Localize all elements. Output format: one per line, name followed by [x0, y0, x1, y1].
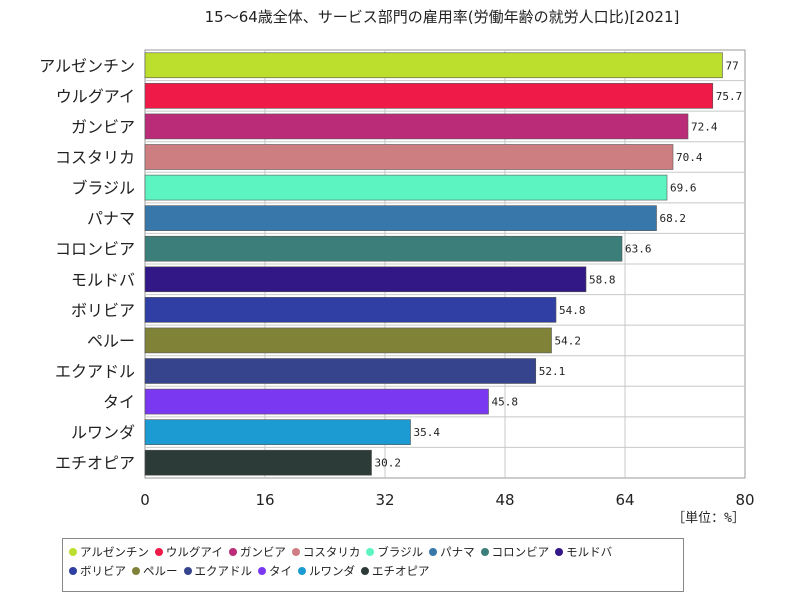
legend-label: アルゼンチン: [80, 545, 149, 559]
bar: [144, 113, 689, 140]
unit-label: ［単位：%］: [672, 510, 745, 526]
legend-swatch: [361, 567, 369, 575]
legend-label: ブラジル: [377, 545, 424, 559]
legend-item: ルワンダ: [298, 562, 355, 581]
bar: [144, 358, 537, 384]
bar: [144, 174, 668, 201]
legend-item: ウルグアイ: [154, 543, 223, 562]
data-label: 54.2: [555, 334, 582, 347]
legend-item: エチオピア: [361, 562, 430, 581]
data-label: 70.4: [676, 151, 703, 164]
legend-swatch: [480, 548, 489, 556]
legend-item: コスタリカ: [291, 543, 361, 562]
bar: [144, 419, 411, 445]
legend-item: タイ: [258, 562, 292, 581]
legend-item: ガンビア: [228, 543, 286, 562]
legend-label: ボリビア: [80, 564, 126, 578]
legend-label: コスタリカ: [302, 545, 361, 559]
data-label: 69.6: [670, 182, 697, 195]
category-label: ペルー: [87, 331, 135, 350]
bar: [144, 144, 674, 170]
legend-swatch: [258, 567, 266, 575]
bar: [144, 449, 372, 476]
x-tick-label: 80: [735, 491, 754, 509]
legend-item: アルゼンチン: [69, 543, 149, 562]
legend-item: ブラジル: [366, 543, 423, 562]
legend-swatch: [298, 567, 306, 575]
category-label: ガンビア: [71, 117, 135, 136]
category-label: エクアドル: [55, 362, 135, 381]
category-label: コロンビア: [55, 240, 135, 259]
data-label: 54.8: [559, 304, 586, 317]
category-label: モルドバ: [71, 270, 135, 289]
category-label: エチオピア: [55, 454, 135, 473]
x-tick-label: 16: [255, 491, 274, 509]
chart-title: 15〜64歳全体、サービス部門の雇用率(労働年齢の就労人口比)[2021]: [205, 8, 680, 26]
legend-swatch: [291, 548, 300, 556]
data-label: 68.2: [660, 212, 687, 225]
category-label: アルゼンチン: [39, 56, 135, 75]
legend-label: ペルー: [143, 564, 178, 578]
legend-item: ペルー: [132, 562, 178, 581]
bar: [144, 235, 623, 262]
legend-label: エチオピア: [372, 564, 430, 578]
category-label: パナマ: [87, 209, 135, 228]
bar: [144, 327, 552, 354]
legend-item: ボリビア: [69, 562, 126, 581]
legend-item: コロンビア: [480, 543, 550, 562]
legend-swatch: [132, 567, 140, 575]
bar: [144, 83, 714, 109]
legend-label: モルドバ: [566, 545, 613, 559]
legend: アルゼンチン ウルグアイ ガンビア コスタリカ ブラジル パナマ コロンビア モルドバボリビア…: [62, 538, 684, 592]
legend-label: タイ: [269, 564, 292, 578]
category-label: ブラジル: [71, 179, 135, 198]
data-label: 75.7: [716, 90, 743, 103]
category-label: ウルグアイ: [56, 87, 135, 106]
legend-label: コロンビア: [491, 545, 550, 559]
category-labels: アルゼンチンウルグアイガンビアコスタリカブラジルパナマコロンビアモルドバボリビア…: [39, 56, 135, 472]
legend-item: エクアドル: [183, 562, 253, 581]
data-label: 30.2: [375, 457, 402, 470]
data-label: 63.6: [625, 243, 652, 256]
data-label: 58.8: [589, 273, 616, 286]
legend-swatch: [429, 548, 438, 556]
bar: [144, 52, 723, 79]
category-label: ルワンダ: [71, 423, 135, 442]
data-label: 45.8: [492, 396, 519, 409]
legend-label: エクアドル: [194, 564, 253, 578]
legend-swatch: [228, 548, 237, 556]
legend-swatch: [154, 548, 163, 556]
legend-swatch: [69, 567, 77, 575]
x-tick-label: 48: [495, 491, 514, 509]
legend-label: パナマ: [440, 545, 475, 559]
bar: [144, 388, 489, 415]
x-tick-label: 0: [140, 491, 150, 509]
bars-group: 77 75.7 72.4 70.4 69.6 68.2 63.6 58.8 54.8 54.2 52…: [144, 52, 743, 476]
bar: [144, 266, 587, 293]
data-label: 35.4: [414, 426, 441, 439]
bar: [144, 205, 657, 231]
legend-swatch: [366, 548, 375, 556]
legend-item: パナマ: [429, 543, 475, 562]
data-label: 72.4: [691, 120, 718, 133]
bar: [144, 297, 557, 323]
legend-swatch: [183, 567, 192, 575]
legend-swatch: [555, 548, 564, 556]
x-tick-label: 64: [615, 491, 634, 509]
category-label: タイ: [103, 393, 135, 412]
x-axis-ticks: 0 16 32 48 64 80: [140, 491, 754, 509]
x-tick-label: 32: [375, 491, 394, 509]
legend-label: ルワンダ: [309, 564, 355, 578]
data-label: 77: [726, 59, 739, 72]
legend-label: ウルグアイ: [165, 545, 223, 559]
legend-label: ガンビア: [239, 545, 286, 559]
data-label: 52.1: [539, 365, 566, 378]
category-label: コスタリカ: [55, 148, 135, 167]
legend-swatch: [69, 548, 77, 556]
category-label: ボリビア: [71, 301, 135, 320]
legend-item: モルドバ: [555, 543, 612, 562]
